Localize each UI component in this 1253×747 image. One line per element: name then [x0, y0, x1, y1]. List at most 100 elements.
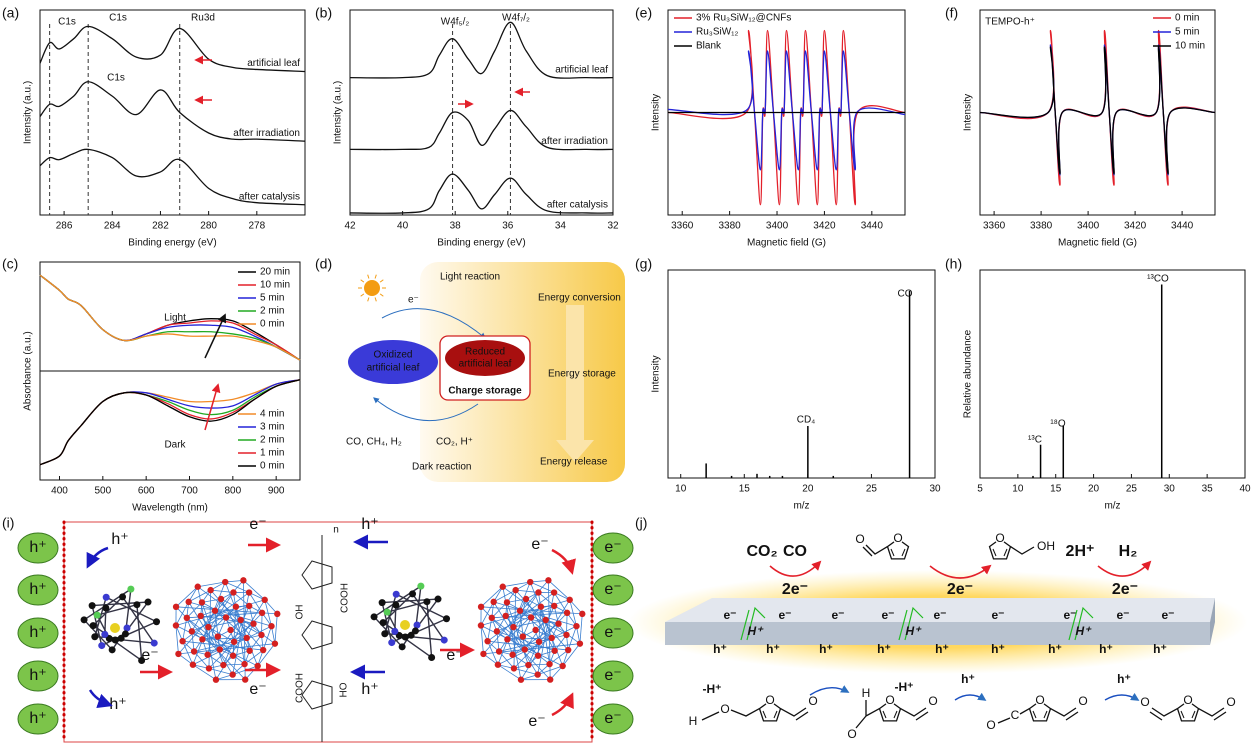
atom	[512, 586, 519, 594]
atom	[573, 622, 580, 630]
atom-label: O	[765, 693, 774, 707]
atom-label: O	[855, 532, 864, 546]
stroke	[1191, 710, 1196, 719]
legend-label: Blank	[696, 41, 722, 52]
arrow	[86, 546, 109, 569]
electron-label: e⁻	[604, 667, 621, 684]
atom	[559, 662, 566, 670]
annotation: Dark	[164, 440, 186, 451]
atom	[401, 633, 409, 641]
x-tick-label: 15	[739, 484, 751, 495]
stroke	[191, 631, 195, 652]
hole-label: h⁺	[29, 581, 46, 598]
stroke	[136, 604, 143, 661]
x-tick-label: 3400	[1077, 221, 1100, 232]
atom	[509, 651, 516, 658]
stroke	[506, 598, 527, 603]
atom	[246, 647, 253, 654]
x-tick-label: 3420	[813, 221, 836, 232]
legend-label: 3 min	[260, 422, 284, 433]
x-tick-label: 280	[200, 221, 217, 232]
atom	[127, 585, 135, 593]
legend-label: 2 min	[260, 435, 284, 446]
atom	[484, 637, 491, 645]
energy-arrow	[556, 305, 594, 462]
atom	[172, 622, 180, 629]
x-tick-label: 40	[1239, 484, 1251, 495]
annotation: CO	[898, 289, 913, 300]
stroke	[367, 297, 370, 302]
atom	[119, 593, 127, 601]
atom	[409, 590, 417, 598]
atom	[98, 642, 106, 650]
atom	[563, 631, 570, 639]
atom	[383, 608, 391, 616]
atom	[551, 647, 558, 654]
reaction-label: CO₂	[746, 543, 777, 560]
electron-badge	[592, 574, 634, 606]
atom	[391, 627, 399, 635]
stroke	[192, 581, 226, 665]
atom	[229, 652, 237, 659]
atom	[250, 620, 257, 627]
stroke	[197, 581, 226, 588]
stroke	[210, 589, 234, 593]
hole-label: h⁺	[991, 642, 1005, 656]
y-axis-label: Intensity	[651, 355, 662, 392]
atom	[258, 609, 266, 617]
atom	[548, 634, 555, 642]
stroke	[480, 625, 484, 654]
atom	[443, 615, 451, 623]
atom	[535, 589, 542, 596]
series-label: artificial leaf	[247, 58, 300, 69]
atom	[222, 578, 229, 586]
x-tick-label: 3360	[983, 221, 1006, 232]
atom	[185, 598, 192, 606]
group-label: COOH	[295, 673, 306, 703]
annotation: ¹³C	[1028, 435, 1042, 446]
arrow	[740, 606, 766, 641]
legend-label: 3% Ru₃SiW₁₂@CNFs	[696, 13, 791, 24]
x-axis-label: Binding energy (eV)	[437, 238, 525, 249]
label: e⁻	[408, 295, 419, 306]
arrow	[1097, 560, 1152, 577]
atom	[121, 630, 129, 638]
arrow	[929, 564, 992, 579]
stroke	[83, 619, 113, 651]
series-label: artificial leaf	[555, 64, 608, 75]
atom	[564, 646, 572, 654]
y-axis-label: Relative abundance	[963, 329, 974, 418]
stroke	[901, 548, 906, 557]
electron-label: e⁻	[604, 624, 621, 641]
group-label: COOH	[340, 583, 351, 613]
x-tick-label: 5	[977, 484, 983, 495]
hole-badge	[17, 617, 59, 649]
atom	[392, 590, 400, 598]
annotation: C1s	[109, 13, 127, 24]
stroke	[382, 593, 414, 624]
atom-label: O	[995, 531, 1004, 545]
group-label: n	[333, 525, 339, 536]
stroke	[201, 598, 222, 603]
atom-bg	[1183, 696, 1193, 706]
stroke	[249, 634, 262, 652]
stroke	[394, 604, 397, 632]
group-label: OH	[295, 605, 306, 620]
atom-label: H	[862, 686, 871, 700]
atom	[477, 603, 485, 611]
step-label: h⁺	[1117, 672, 1131, 686]
arrow	[551, 548, 576, 575]
atom	[144, 598, 152, 606]
hole-label: h⁺	[713, 642, 727, 656]
stroke	[426, 601, 433, 658]
atom-label: H	[689, 714, 698, 728]
arrow	[769, 560, 822, 577]
electron-label: e⁻	[1063, 608, 1076, 622]
proton-label: H⁺	[906, 624, 923, 638]
stroke	[381, 602, 393, 643]
x-tick-label: 600	[138, 486, 155, 497]
atom	[480, 650, 487, 658]
group-label: HO	[339, 682, 350, 697]
y-axis-label: Intensity (a.u.)	[333, 81, 344, 144]
furan-ring	[1028, 700, 1052, 722]
